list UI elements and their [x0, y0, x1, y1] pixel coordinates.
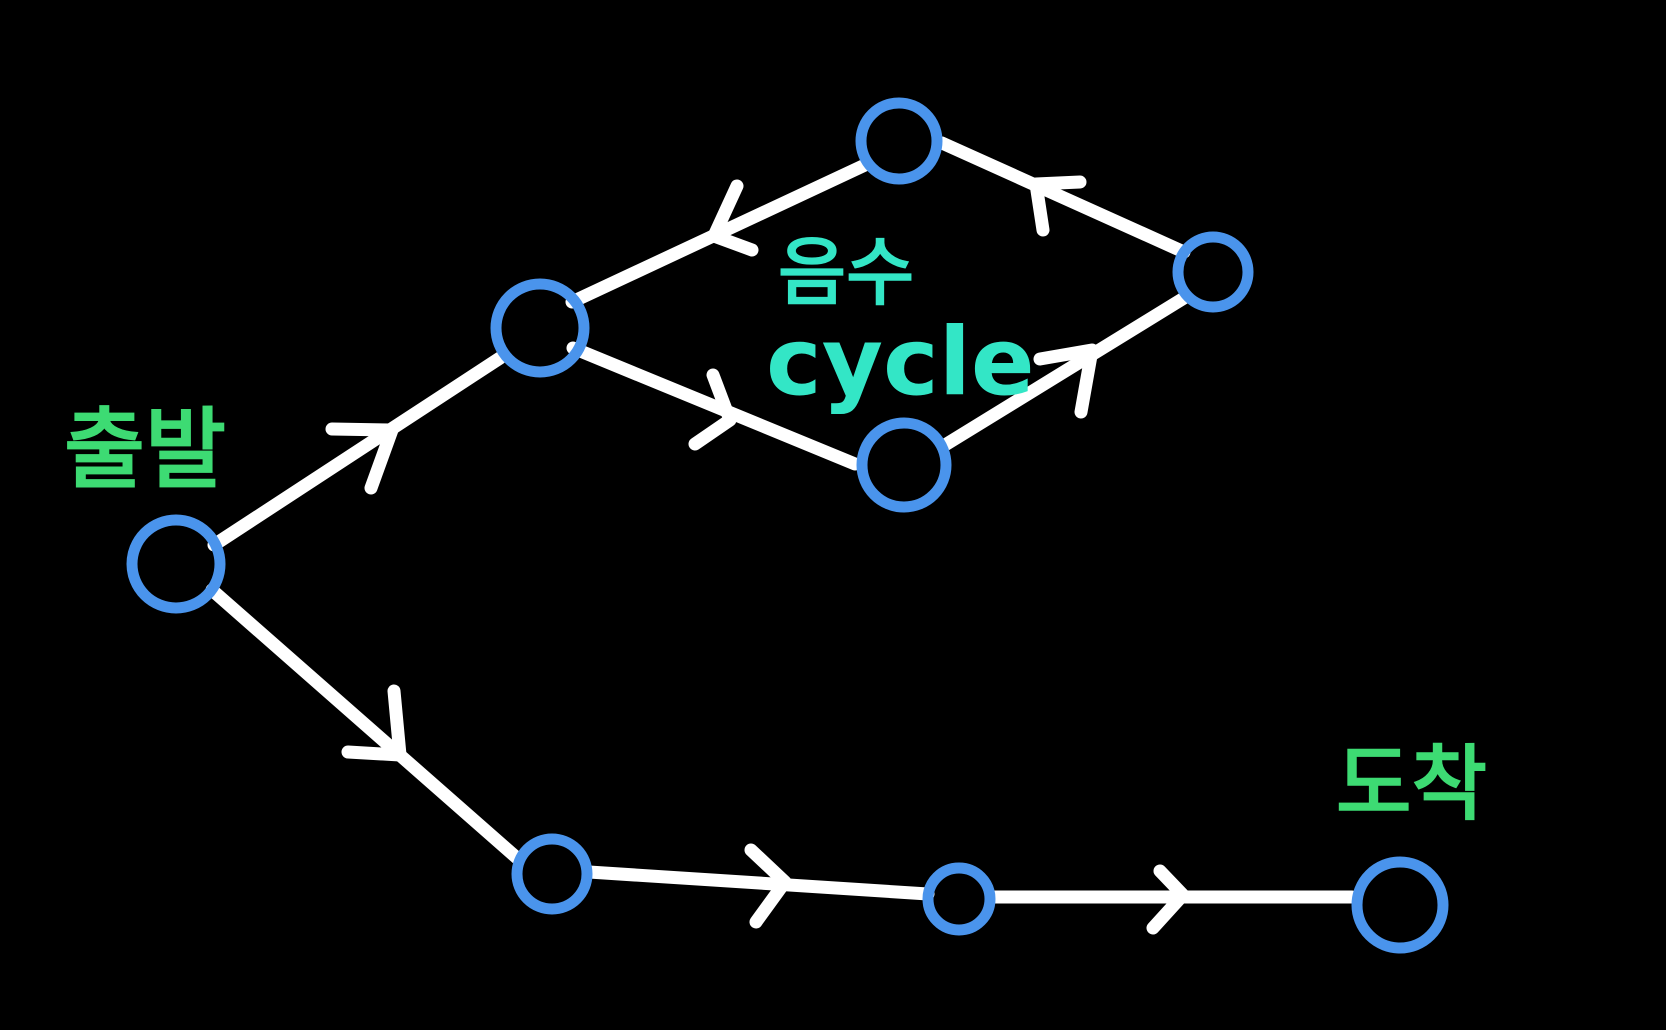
- node-n3: [1172, 231, 1254, 313]
- negative-cycle-label-line2: cycle: [766, 308, 1035, 417]
- arrowhead-start-to-n1: [325, 422, 399, 495]
- node-n5: [511, 833, 593, 915]
- edge-start-to-n1: [207, 351, 507, 552]
- edge-n4-to-n3: [938, 291, 1191, 452]
- edge-n1-to-n4: [566, 341, 862, 471]
- negative-cycle-label-line1: 음수: [778, 230, 914, 316]
- arrowhead-n4-to-n3: [1033, 343, 1099, 419]
- edges: [205, 136, 1359, 904]
- arrowheads: [325, 175, 1190, 935]
- start-label: 출발: [64, 398, 226, 501]
- arrowhead-n6-to-end: [1146, 864, 1190, 935]
- end-label: 도착: [1336, 737, 1487, 832]
- node-n1: [490, 278, 590, 378]
- arrowhead-n2-to-n1: [707, 179, 759, 257]
- nodes: [126, 97, 1449, 954]
- labels: 출발 도착 음수 cycle: [64, 230, 1487, 832]
- edge-n5-to-n6: [582, 865, 935, 901]
- node-end: [1351, 856, 1449, 954]
- edge-start-to-n5: [205, 583, 524, 865]
- arrowhead-n3-to-n2: [1029, 175, 1087, 237]
- edge-n3-to-n2: [935, 136, 1191, 259]
- node-n2: [855, 97, 943, 185]
- node-n4: [856, 417, 952, 513]
- arrowhead-start-to-n5: [341, 684, 407, 762]
- arrowhead-n5-to-n6: [744, 843, 792, 929]
- node-start: [126, 514, 226, 614]
- arrowhead-n1-to-n4: [688, 368, 737, 451]
- node-n6: [922, 862, 996, 936]
